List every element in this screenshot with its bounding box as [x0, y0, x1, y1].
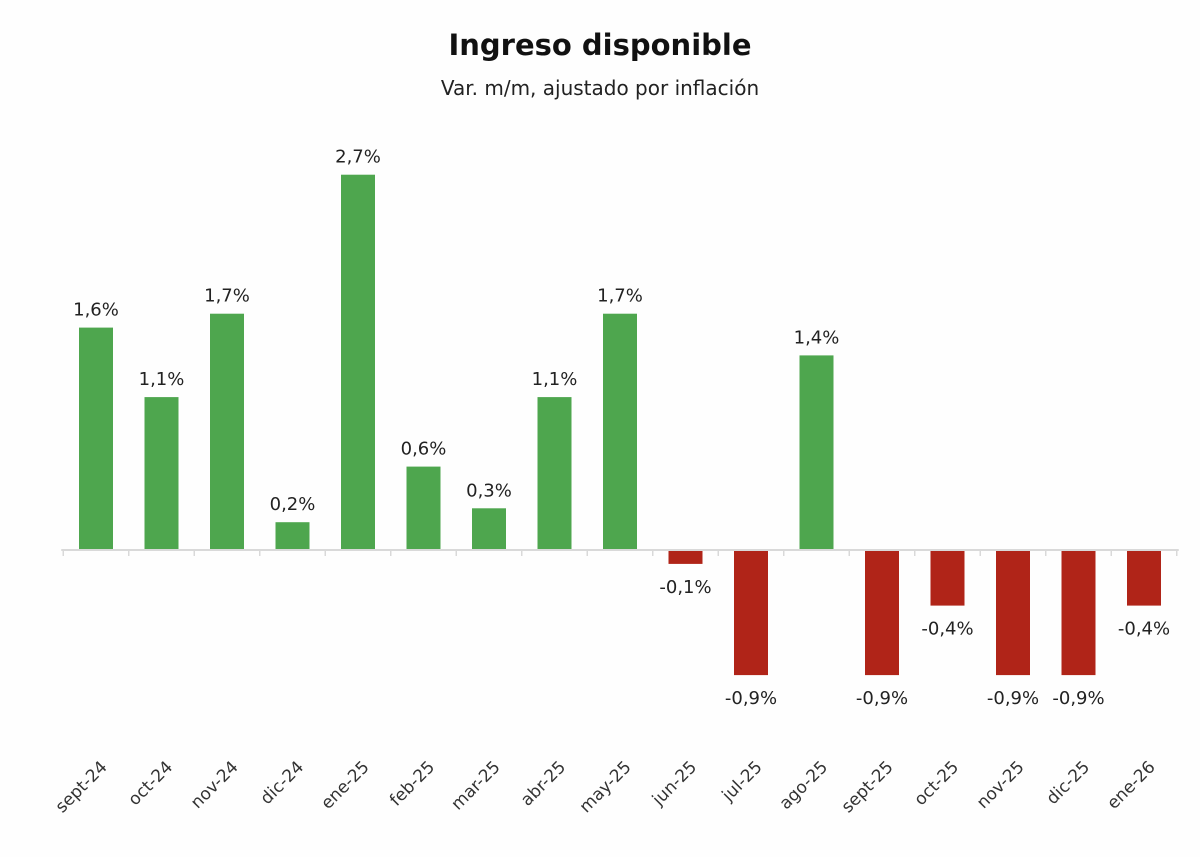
bar [472, 508, 506, 550]
data-label: -0,9% [1052, 688, 1104, 709]
x-tick-label: abr-25 [517, 757, 570, 810]
bar [210, 313, 244, 550]
bar [865, 550, 899, 676]
x-tick-label: ene-25 [317, 757, 373, 813]
bar [79, 327, 113, 550]
data-label: 1,4% [794, 327, 840, 348]
data-label: -0,9% [987, 688, 1039, 709]
data-label: 1,1% [139, 369, 185, 390]
x-tick-label: sept-25 [838, 757, 898, 817]
x-tick-label: feb-25 [386, 757, 439, 810]
data-label: 1,1% [532, 369, 578, 390]
bar [537, 397, 572, 550]
data-label: 1,6% [73, 300, 119, 321]
data-label: -0,9% [856, 688, 908, 709]
bar [930, 550, 965, 606]
bar [603, 313, 637, 550]
x-tick-label: jul-25 [718, 757, 767, 806]
x-tick-label: dic-25 [1043, 757, 1094, 808]
bar [1061, 550, 1096, 676]
bar [341, 174, 375, 550]
data-label: 0,2% [270, 494, 316, 515]
x-tick-label: ago-25 [776, 757, 832, 813]
bar [734, 550, 768, 676]
x-tick-label: mar-25 [448, 757, 505, 814]
data-label: -0,1% [659, 577, 711, 598]
bar [144, 397, 179, 550]
bar [996, 550, 1030, 676]
data-label: 1,7% [597, 286, 643, 307]
data-label: -0,9% [725, 688, 777, 709]
x-tick-label: nov-25 [973, 757, 1029, 813]
data-label: 0,3% [466, 480, 512, 501]
data-label: 1,7% [204, 286, 250, 307]
x-tick-label: dic-24 [257, 757, 308, 808]
x-tick-label: nov-24 [187, 757, 243, 813]
bar [799, 355, 834, 550]
x-tick-label: jun-25 [648, 757, 701, 810]
x-tick-label: ene-26 [1103, 757, 1159, 813]
x-tick-label: oct-25 [911, 757, 963, 809]
bar [668, 550, 703, 564]
chart-subtitle: Var. m/m, ajustado por inflación [440, 76, 760, 100]
data-label: -0,4% [1118, 619, 1170, 640]
x-tick-label: oct-24 [125, 757, 177, 809]
data-label: 0,6% [401, 439, 447, 460]
bar [406, 466, 441, 550]
bar [275, 522, 310, 550]
data-label: 2,7% [335, 147, 381, 168]
x-tick-label: may-25 [576, 757, 636, 817]
bar [1127, 550, 1161, 606]
x-tick-label: sept-24 [52, 757, 112, 817]
data-label: -0,4% [921, 619, 973, 640]
chart-title: Ingreso disponible [448, 28, 752, 62]
